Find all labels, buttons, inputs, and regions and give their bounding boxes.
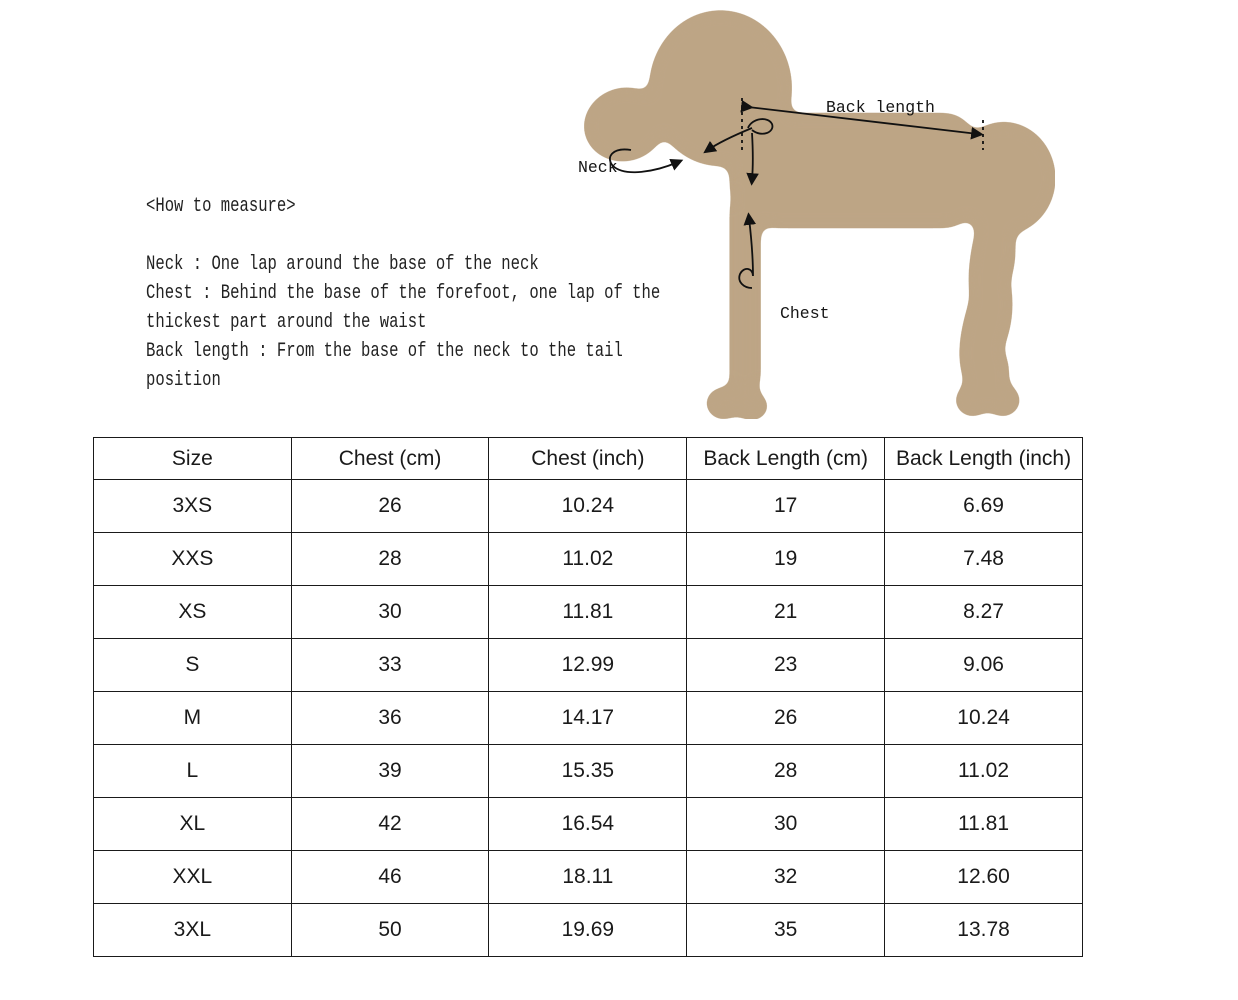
svg-text:Back length: Back length bbox=[826, 98, 935, 117]
svg-text:Neck: Neck bbox=[578, 158, 618, 177]
svg-text:Chest: Chest bbox=[780, 304, 830, 323]
